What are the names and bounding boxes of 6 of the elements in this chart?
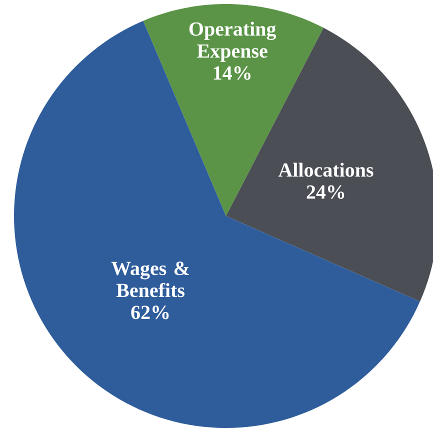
- data-label: 24%: [306, 185, 344, 199]
- data-label: 62%: [131, 306, 169, 320]
- slice-label: Wages & Benefits: [111, 262, 189, 298]
- data-label: 14%: [214, 66, 250, 80]
- slice-label: Allocations: [278, 162, 374, 177]
- slice-label: Operating Expense: [189, 22, 276, 62]
